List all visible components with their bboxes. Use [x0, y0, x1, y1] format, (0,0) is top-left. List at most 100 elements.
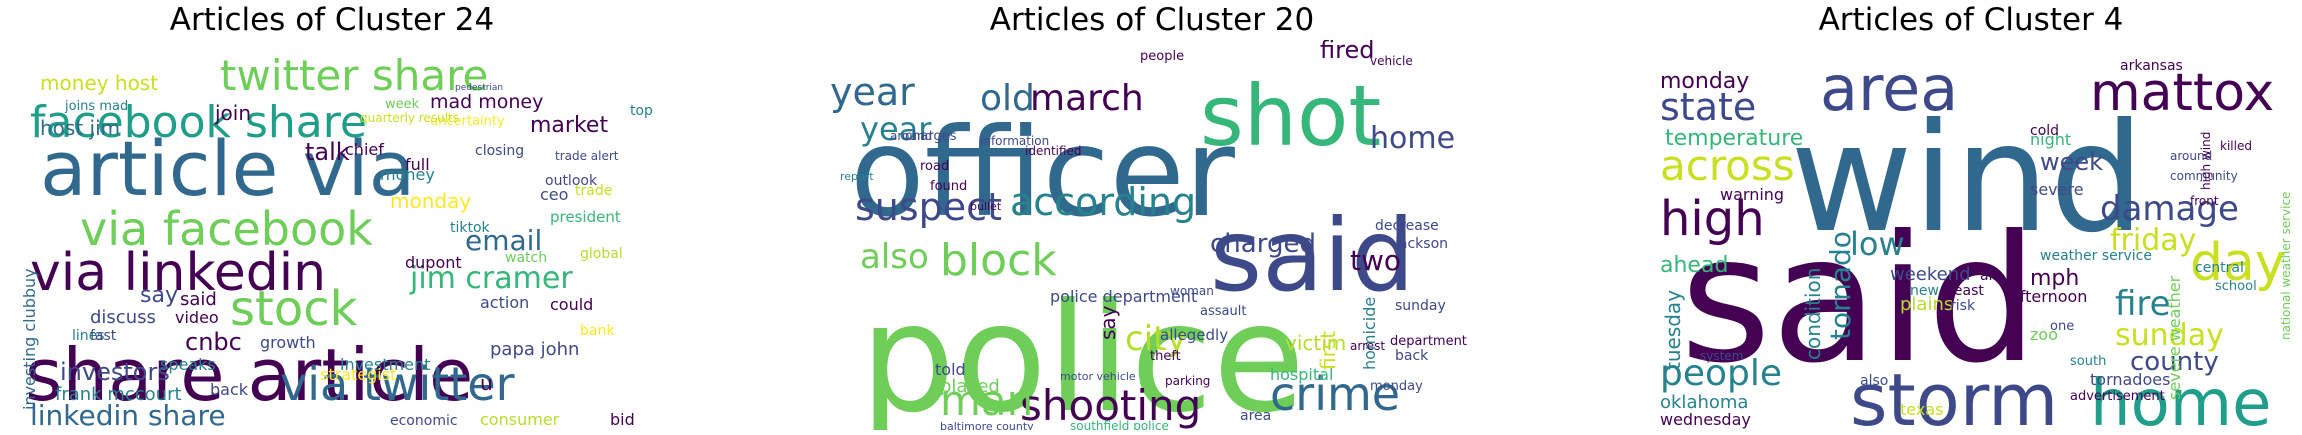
- cloud-word: damage: [2100, 189, 2239, 229]
- cloud-word: people: [1140, 49, 1184, 64]
- cloud-word: cnbc: [185, 328, 242, 356]
- cloud-word: texas: [1900, 400, 1943, 419]
- cloud-word: twitter share: [220, 51, 488, 100]
- cloud-word: economic: [390, 413, 458, 429]
- cloud-word: warning: [1720, 185, 1784, 204]
- cloud-word: president: [550, 208, 621, 226]
- cloud-word: first: [1316, 331, 1340, 370]
- cloud-word: decrease: [1375, 218, 1439, 234]
- cloud-word: facebook share: [30, 97, 367, 148]
- cloud-word: arrest: [1350, 339, 1385, 353]
- cloud-word: arkansas: [2120, 58, 2183, 74]
- cloud-word: fired: [1320, 40, 1374, 64]
- cloud-word: money: [380, 165, 435, 184]
- cloud-word: front: [2190, 194, 2219, 208]
- cloud-word: market: [530, 113, 608, 138]
- cloud-word: charges: [905, 129, 957, 144]
- cloud-word: sunday: [1395, 298, 1446, 314]
- cloud-word: state: [1660, 85, 1756, 129]
- cloud-word: area: [1820, 52, 1958, 125]
- cloud-word: severe weather: [2165, 275, 2184, 400]
- cloud-word: via twitter: [280, 357, 515, 411]
- cloud-word: monday: [1660, 69, 1749, 94]
- cloud-word: outlook: [545, 173, 598, 189]
- cloud-word: bid: [610, 410, 635, 429]
- cloud-word: one: [2050, 319, 2074, 334]
- cloud-word: money host: [40, 71, 158, 95]
- cloud-word: join: [214, 101, 251, 125]
- cloud-word: day: [2190, 233, 2286, 293]
- cloud-word: county: [2130, 347, 2219, 377]
- cloud-word: south: [2070, 354, 2106, 369]
- cloud-word: crime: [1270, 367, 1400, 421]
- cloud-word: said: [1680, 199, 2038, 402]
- cloud-word: ceo: [540, 185, 568, 204]
- cloud-word: allegedly: [1160, 326, 1228, 344]
- cloud-word: talk: [305, 138, 350, 166]
- cloud-word: told: [935, 360, 966, 379]
- cloud-word: strategist: [320, 365, 396, 384]
- cloud-word: cold: [2030, 123, 2059, 139]
- cloud-word: theft: [1150, 349, 1181, 364]
- cloud-word: police department: [1050, 287, 1197, 306]
- cloud-word: tiktok: [450, 220, 491, 236]
- wordcloud-panel-cluster-20: Articles of Cluster 20 police officer sa…: [820, 0, 1484, 435]
- cloud-word: woman: [1170, 284, 1214, 298]
- cloud-word: two: [1350, 244, 1401, 277]
- cloud-word: tornadoes: [2090, 370, 2170, 389]
- cloud-word: jim cramer: [409, 261, 573, 296]
- cloud-word: homicide: [1360, 297, 1379, 370]
- cloud-word: shot: [1200, 67, 1381, 165]
- cloud-word: zoo: [2030, 325, 2058, 344]
- cloud-word: information: [980, 134, 1049, 148]
- cloud-word: police: [860, 272, 1305, 430]
- cloud-word: weekend: [1890, 264, 1971, 285]
- cloud-word: email: [465, 224, 542, 257]
- cloud-word: consumer: [480, 410, 560, 429]
- cloud-word: air: [1980, 268, 1998, 284]
- cloud-word: city: [1125, 319, 1187, 359]
- cloud-word: year: [860, 110, 932, 148]
- cloud-word: lines: [72, 328, 105, 344]
- cloud-word: monday: [1370, 379, 1423, 394]
- cloud-word: risk: [1950, 298, 1976, 314]
- cloud-word: around: [890, 129, 932, 143]
- cloud-word: top: [630, 103, 653, 119]
- cloud-word: uncertainty: [430, 114, 505, 129]
- cloud-word: bank: [580, 323, 615, 339]
- cloud-word: march: [1030, 78, 1144, 119]
- cloud-word: victim: [1285, 331, 1346, 355]
- cloud-word: host jim: [40, 116, 120, 140]
- cloud-word: people: [1660, 353, 1782, 394]
- cloud-word: week: [385, 97, 420, 112]
- cloud-word: school: [2215, 279, 2257, 294]
- cloud-word: central: [2195, 260, 2244, 276]
- cloud-word: discuss: [90, 307, 156, 328]
- cloud-word: high: [1660, 191, 1765, 247]
- cloud-word: trade: [575, 183, 612, 199]
- cloud-word: fire: [2115, 284, 2171, 324]
- cloud-word: parking: [1165, 374, 1210, 388]
- cloud-word: assault: [1200, 304, 1246, 319]
- cloud-word: full: [405, 155, 430, 174]
- cloud-word: oklahoma: [1660, 392, 1748, 413]
- cloud-word: storm: [1850, 358, 2058, 430]
- cloud-word: weather service: [2040, 248, 2152, 264]
- cloud-word: linkedin share: [30, 399, 226, 430]
- cloud-word: papa john: [490, 339, 579, 360]
- cloud-word: trade alert: [555, 149, 619, 163]
- cloud-word: severe: [2030, 180, 2084, 199]
- cloud-word: low: [1850, 225, 1905, 263]
- cloud-word: found: [930, 179, 967, 194]
- cloud-word: article via: [40, 124, 415, 213]
- cloud-word: officer: [850, 102, 1236, 244]
- cloud-word: vehicle: [1370, 54, 1413, 68]
- cloud-word: via facebook: [80, 202, 373, 256]
- wordcloud-canvas: share article article via via linkedin v…: [10, 40, 655, 430]
- cloud-word: shooting: [1020, 381, 1201, 430]
- cloud-word: southfield police: [1070, 419, 1169, 430]
- panel-title: Articles of Cluster 20: [989, 2, 1315, 38]
- cloud-word: community: [2170, 169, 2238, 183]
- cloud-word: national weather service: [2279, 192, 2293, 340]
- cloud-word: department: [1390, 334, 1467, 349]
